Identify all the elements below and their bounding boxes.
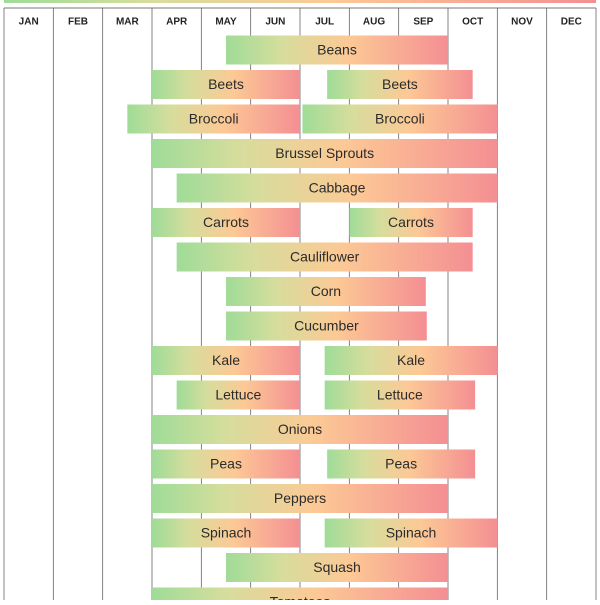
month-label: MAY [215,17,237,28]
crop-label: Beans [317,42,357,58]
month-label: JUN [265,17,285,28]
crop-label: Beets [208,76,244,92]
crop-label: Peas [385,456,417,472]
season-bar [324,518,498,548]
season-bar [226,35,448,65]
crop-label: Squash [313,559,360,575]
season-bar [324,380,476,410]
crop-label: Kale [397,352,425,368]
month-label: OCT [462,17,483,28]
season-bar [327,70,473,99]
month-label: DEC [561,17,582,28]
season-bar [176,173,498,203]
top-strip [4,0,596,3]
crop-label: Carrots [203,214,249,230]
crop-label: Peas [210,456,242,472]
month-label: JUL [315,17,334,28]
season-bar [226,311,427,341]
season-bar [324,346,498,375]
season-bar [152,346,300,375]
crop-label: Spinach [386,525,437,541]
crop-label: Onions [278,421,322,437]
season-bar [152,70,300,99]
month-label: MAR [116,17,140,28]
month-label: SEP [413,17,433,28]
crop-label: Lettuce [215,387,261,403]
crop-label: Tomatoes [270,594,331,600]
crop-label: Peppers [274,490,326,506]
season-bar [176,380,300,410]
season-bar [302,104,498,134]
month-label: APR [166,17,188,28]
season-bar [127,104,300,134]
month-label: JAN [19,17,39,28]
crop-label: Spinach [201,525,252,541]
month-label: FEB [68,17,88,28]
month-label: AUG [363,17,385,28]
crop-label: Kale [212,352,240,368]
season-bar [176,242,473,272]
season-bar [226,553,448,582]
crop-label: Cabbage [309,180,366,196]
crop-label: Corn [311,283,341,299]
season-bar [226,277,426,306]
crop-label: Broccoli [189,111,239,127]
crop-label: Cucumber [294,318,359,334]
season-bar [349,208,473,237]
month-label: NOV [511,17,533,28]
crop-label: Cauliflower [290,249,360,265]
crop-label: Broccoli [375,111,425,127]
season-bar [152,484,448,513]
crop-label: Brussel Sprouts [275,145,374,161]
crop-label: Carrots [388,214,434,230]
season-bar [152,449,300,479]
season-bar [152,208,300,237]
season-bar [152,415,448,444]
crop-label: Beets [382,76,418,92]
season-bar [327,449,476,479]
season-bar [152,518,300,548]
season-bar [152,139,498,168]
crop-label: Lettuce [377,387,423,403]
